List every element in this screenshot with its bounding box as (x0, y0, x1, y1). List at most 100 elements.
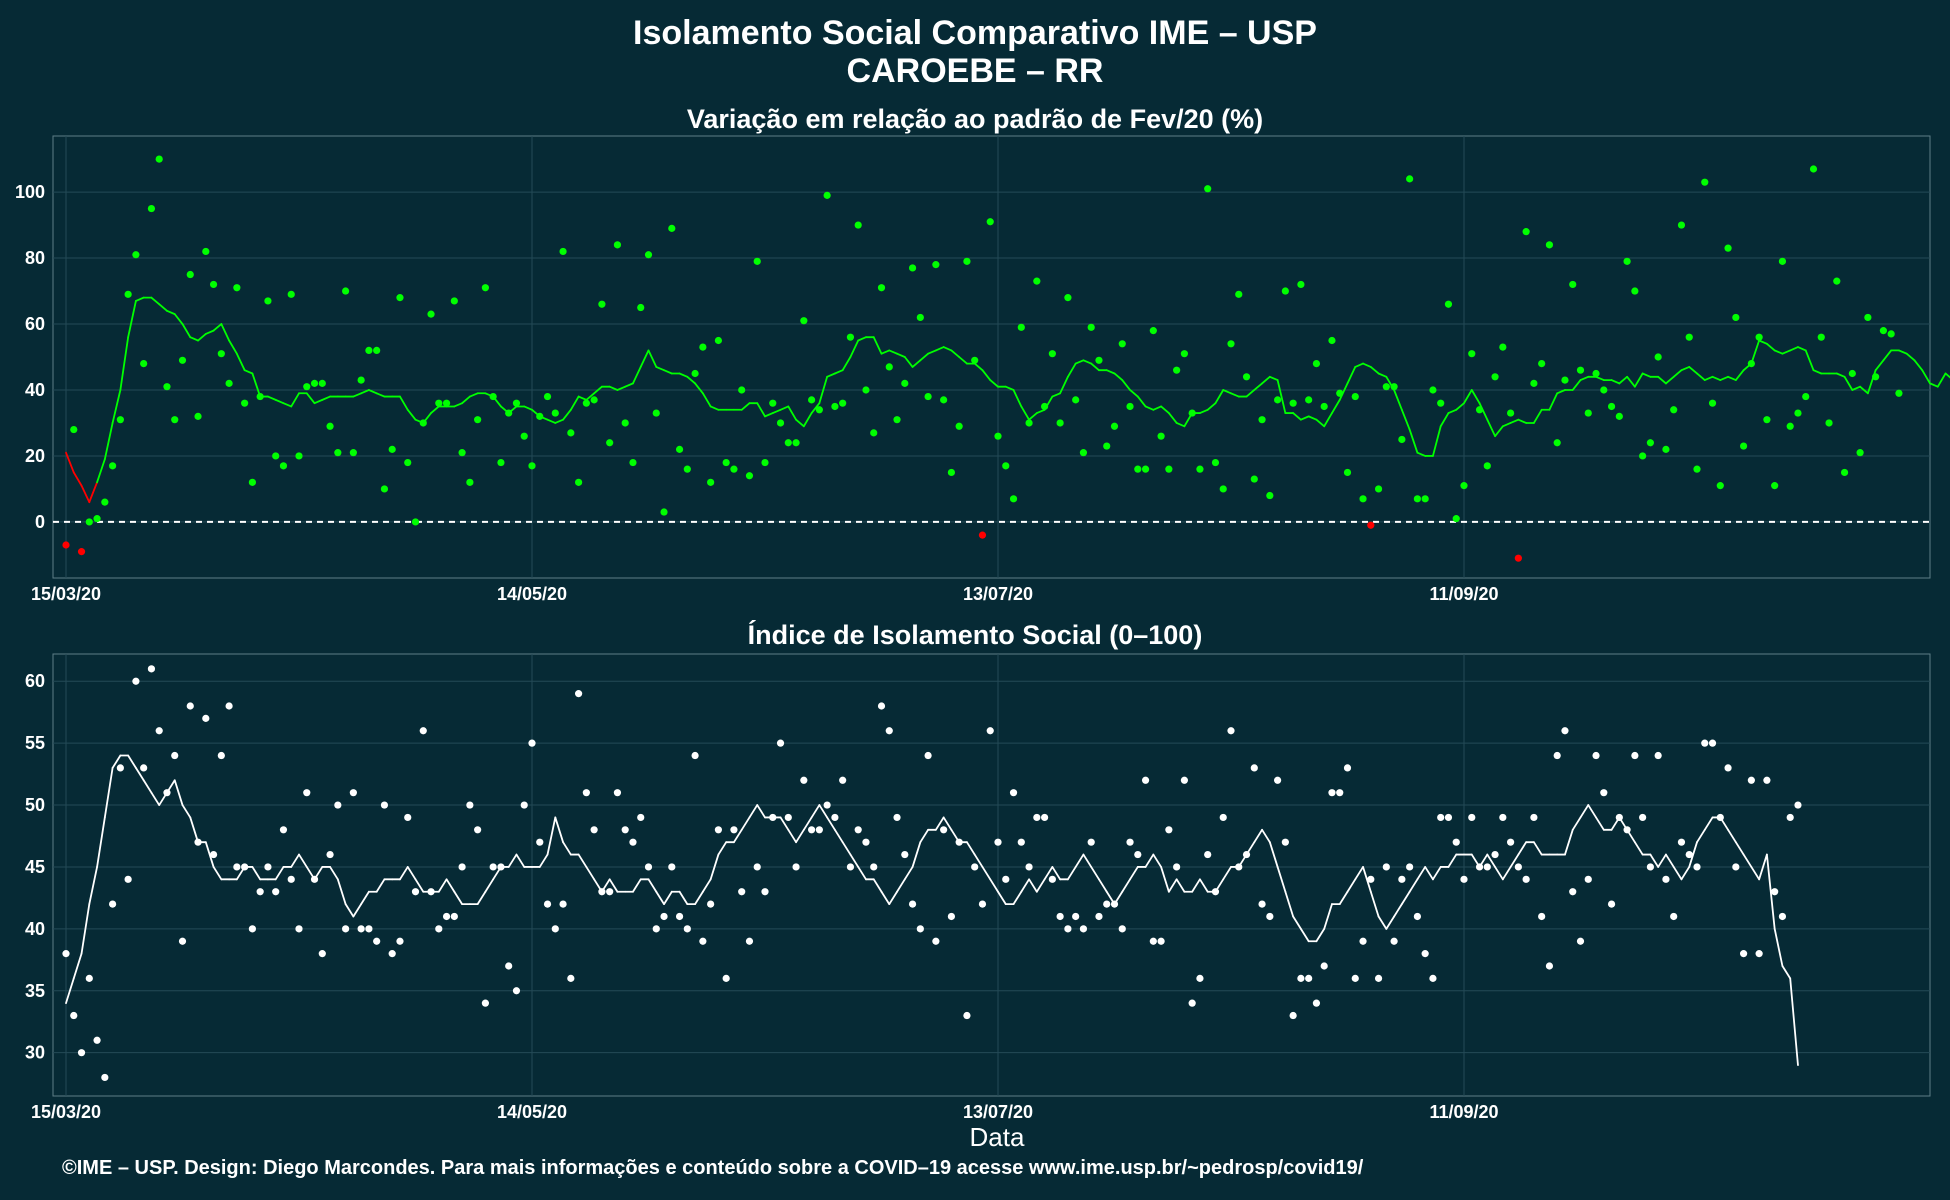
moving-average-segment (1268, 841, 1279, 868)
moving-average-segment (65, 451, 75, 474)
data-point (1266, 491, 1274, 500)
data-point (955, 422, 963, 430)
moving-average-segment (1300, 415, 1310, 421)
data-point (1087, 838, 1095, 846)
data-point (1382, 383, 1390, 391)
moving-average-segment (515, 853, 526, 868)
data-point (93, 1036, 101, 1044)
moving-average-segment (1191, 878, 1201, 893)
data-point (1538, 359, 1546, 368)
data-point (124, 290, 132, 298)
data-point (1499, 813, 1507, 822)
data-point (1328, 789, 1336, 797)
moving-average-segment (1688, 841, 1698, 868)
data-point (1421, 495, 1429, 503)
panel1-title: Variação em relação ao padrão de Fev/20 … (686, 104, 1264, 134)
data-point (155, 727, 163, 735)
y-tick-label: 35 (25, 981, 45, 1001)
data-point (1110, 422, 1119, 430)
data-point (310, 875, 319, 883)
moving-average-segment (1882, 349, 1893, 362)
moving-average-segment (1393, 389, 1403, 411)
moving-average-segment (849, 339, 860, 358)
moving-average-segment (119, 336, 130, 391)
data-point (241, 863, 249, 871)
moving-average-segment (375, 878, 386, 893)
moving-average-segment (1742, 853, 1753, 868)
moving-average-segment (1323, 903, 1333, 930)
moving-average-segment (1346, 365, 1357, 385)
data-point (1009, 495, 1018, 503)
data-point (1468, 813, 1476, 822)
moving-average-segment (1703, 375, 1714, 381)
moving-average-segment (934, 816, 945, 831)
moving-average-segment (834, 369, 844, 375)
data-point (947, 468, 956, 477)
moving-average-segment (336, 878, 347, 905)
moving-average-segment (72, 952, 83, 980)
data-point (543, 900, 552, 908)
data-point (1755, 333, 1763, 341)
moving-average-segment (523, 405, 533, 411)
moving-average-segment (360, 890, 370, 905)
moving-average-segment (826, 816, 836, 831)
data-point (225, 702, 233, 710)
data-point (373, 937, 381, 945)
data-point (675, 445, 684, 453)
moving-average-segment (958, 356, 968, 365)
moving-average-segment (950, 349, 961, 358)
data-point (1141, 776, 1150, 784)
moving-average-segment (1253, 828, 1263, 844)
data-point (1475, 406, 1484, 414)
data-point (1002, 462, 1010, 470)
moving-average-segment (1276, 866, 1287, 893)
data-point (1460, 875, 1468, 883)
moving-average-segment (1859, 385, 1869, 395)
data-point (606, 888, 614, 896)
x-tick-label: 15/03/20 (31, 1102, 101, 1122)
moving-average-segment (802, 412, 813, 428)
data-point (1483, 462, 1491, 470)
data-point (1173, 366, 1181, 374)
data-point (598, 300, 606, 308)
data-point (862, 386, 870, 394)
data-point (147, 665, 156, 673)
data-point (1662, 875, 1670, 883)
data-point (147, 204, 156, 213)
data-point (1033, 813, 1041, 822)
moving-average-segment (678, 890, 689, 905)
moving-average-segment (1548, 392, 1559, 411)
moving-average-segment (701, 392, 712, 408)
data-point (567, 429, 575, 437)
data-point (699, 343, 707, 351)
moving-average-segment (849, 853, 860, 868)
moving-average-segment (857, 866, 867, 881)
data-point (411, 888, 420, 896)
data-point (349, 449, 357, 457)
moving-average-segment (484, 878, 495, 893)
moving-average-segment (453, 890, 464, 905)
data-point (77, 1049, 86, 1057)
data-point (77, 548, 86, 556)
data-point (1406, 863, 1414, 871)
moving-average-segment (1913, 359, 1924, 372)
data-point (1576, 366, 1585, 374)
moving-average-segment (989, 878, 999, 893)
data-point (1475, 863, 1484, 871)
data-point (1483, 863, 1491, 871)
moving-average-segment (795, 828, 805, 844)
data-point (1514, 554, 1522, 562)
moving-average-segment (1835, 372, 1846, 378)
moving-average-segment (313, 398, 324, 405)
data-point (419, 727, 427, 735)
moving-average-segment (1727, 375, 1737, 381)
moving-average-segment (872, 878, 883, 893)
moving-average-segment (577, 853, 588, 868)
data-point (1716, 482, 1724, 490)
figure-title: Isolamento Social Comparativo IME – USP (633, 14, 1317, 52)
data-point (1872, 373, 1880, 381)
moving-average-segment (647, 349, 658, 368)
data-point (877, 284, 886, 292)
data-point (396, 294, 404, 302)
data-point (1646, 439, 1654, 447)
